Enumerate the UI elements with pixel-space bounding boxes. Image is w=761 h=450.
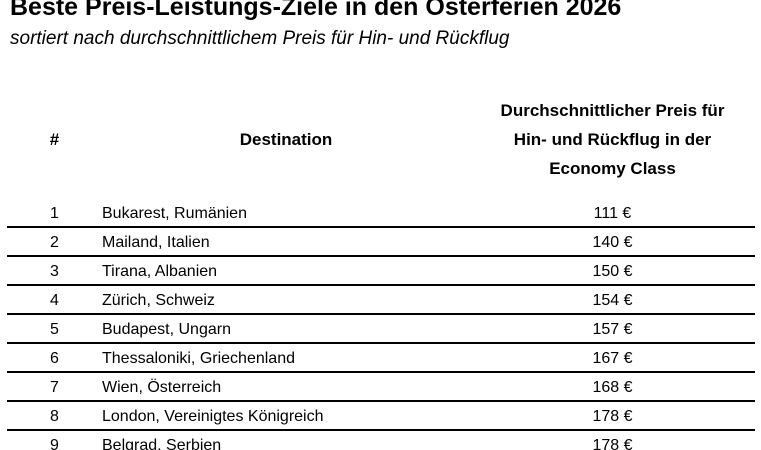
table-row: 6 Thessaloniki, Griechenland 167 € [7,343,755,373]
column-header-price: Durchschnittlicher Preis für Hin- und Rü… [500,101,725,178]
destination-cell: Tirana, Albanien [102,256,470,286]
destination-cell: Wien, Österreich [102,372,470,402]
rank-cell: 6 [7,343,102,373]
table-row: 7 Wien, Österreich 168 € [7,372,755,402]
rank-cell: 7 [7,372,102,402]
price-cell: 140 € [470,227,755,257]
rank-cell: 4 [7,285,102,315]
destination-cell: Bukarest, Rumänien [102,198,470,228]
destination-cell: London, Vereinigtes Königreich [102,401,470,431]
table-row: 3 Tirana, Albanien 150 € [7,256,755,286]
table-row: 1 Bukarest, Rumänien 111 € [7,198,755,228]
price-cell: 157 € [470,314,755,344]
destination-cell: Zürich, Schweiz [102,285,470,315]
destination-cell: Mailand, Italien [102,227,470,257]
table-row: 4 Zürich, Schweiz 154 € [7,285,755,315]
destination-cell: Belgrad, Serbien [102,430,470,450]
price-cell: 167 € [470,343,755,373]
table-row: 5 Budapest, Ungarn 157 € [7,314,755,344]
column-header-destination: Destination [239,130,333,149]
rank-cell: 9 [7,430,102,450]
table-row: 8 London, Vereinigtes Königreich 178 € [7,401,755,431]
table-header-row: # Destination Durchschnittlicher Preis f… [7,50,755,198]
destination-cell: Budapest, Ungarn [102,314,470,344]
page-title: Beste Preis-Leistungs-Ziele in den Oster… [10,0,622,21]
rank-cell: 3 [7,256,102,286]
table-row: 9 Belgrad, Serbien 178 € [7,430,755,450]
price-cell: 150 € [470,256,755,286]
price-cell: 111 € [470,198,755,228]
price-cell: 178 € [470,430,755,450]
page-subtitle: sortiert nach durchschnittlichem Preis f… [10,28,510,49]
rank-cell: 5 [7,314,102,344]
destination-cell: Thessaloniki, Griechenland [102,343,470,373]
rank-cell: 8 [7,401,102,431]
column-header-rank: # [49,130,60,149]
price-table: # Destination Durchschnittlicher Preis f… [7,50,755,450]
price-cell: 154 € [470,285,755,315]
rank-cell: 1 [7,198,102,228]
price-cell: 168 € [470,372,755,402]
price-cell: 178 € [470,401,755,431]
rank-cell: 2 [7,227,102,257]
table-row: 2 Mailand, Italien 140 € [7,227,755,257]
